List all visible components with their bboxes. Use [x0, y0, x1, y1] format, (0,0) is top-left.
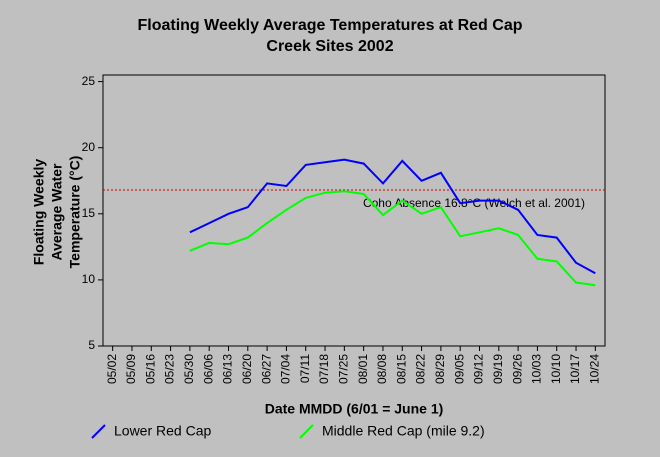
- x-tick-label: 05/02: [105, 354, 119, 384]
- series-line: [189, 190, 596, 287]
- legend-icon: [91, 424, 106, 439]
- x-tick-label: 06/13: [221, 354, 235, 384]
- x-tick-label: 05/16: [143, 354, 157, 384]
- x-tick-label: 06/20: [240, 354, 254, 384]
- x-tick-label: 10/24: [588, 354, 602, 384]
- y-axis-label-line: Temperature (°C): [67, 156, 83, 269]
- x-tick-label: 05/09: [124, 354, 138, 384]
- plot-area: [102, 74, 606, 347]
- x-tick-label: 06/27: [259, 354, 273, 384]
- x-tick-label: 10/10: [549, 354, 563, 384]
- x-tick-label: 10/17: [568, 354, 582, 384]
- y-tick-label: 15: [82, 206, 96, 220]
- chart-title-line: Creek Sites 2002: [266, 38, 393, 55]
- y-tick-label: 10: [82, 272, 96, 286]
- x-tick-label: 10/03: [530, 354, 544, 384]
- chart-title-line: Floating Weekly Average Temperatures at …: [137, 17, 522, 34]
- y-axis-label-line: Average Water: [49, 163, 65, 261]
- y-tick-label: 5: [88, 338, 95, 352]
- reference-label: Coho Absence 16.8°C (Welch et al. 2001): [363, 196, 585, 210]
- x-tick-label: 08/29: [433, 354, 447, 384]
- x-tick-label: 08/01: [356, 354, 370, 384]
- legend-label: Lower Red Cap: [114, 423, 211, 439]
- x-tick-label: 08/08: [375, 354, 389, 384]
- x-tick-label: 05/23: [163, 354, 177, 384]
- x-tick-label: 09/19: [491, 354, 505, 384]
- series-line: [189, 158, 596, 275]
- x-tick-label: 08/22: [414, 354, 428, 384]
- x-tick-label: 09/12: [472, 354, 486, 384]
- y-tick-label: 20: [82, 140, 96, 154]
- legend-icon: [299, 424, 314, 439]
- x-tick-label: 08/15: [394, 354, 408, 384]
- y-axis-label-line: Floating Weekly: [31, 159, 47, 266]
- x-tick-label: 07/04: [279, 354, 293, 384]
- x-tick-label: 07/25: [337, 354, 351, 384]
- x-tick-label: 09/26: [510, 354, 524, 384]
- x-tick-label: 09/05: [452, 354, 466, 384]
- x-tick-label: 07/18: [317, 354, 331, 384]
- legend-label: Middle Red Cap (mile 9.2): [322, 423, 485, 439]
- x-tick-label: 06/06: [201, 354, 215, 384]
- x-axis-label: Date MMDD (6/01 = June 1): [265, 401, 444, 417]
- x-tick-label: 07/11: [298, 354, 312, 383]
- y-tick-label: 25: [82, 74, 96, 88]
- x-tick-label: 05/30: [182, 354, 196, 384]
- y-axis-label: Floating Weekly Average Water Temperatur…: [31, 156, 83, 269]
